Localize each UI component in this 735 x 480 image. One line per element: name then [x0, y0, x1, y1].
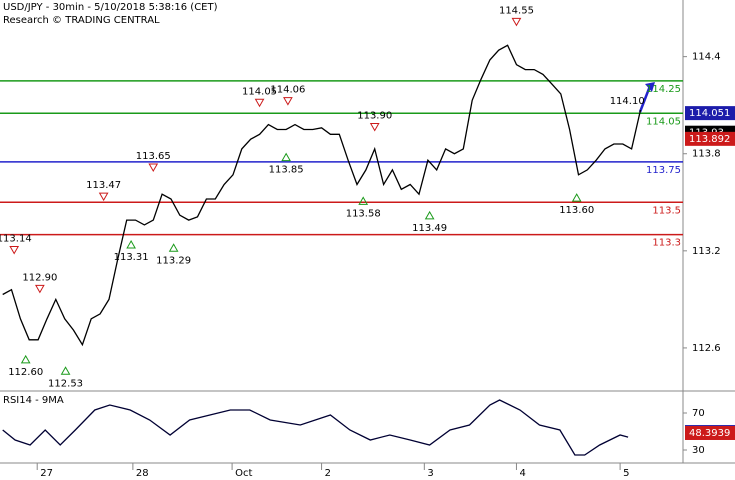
high-label: 113.90 — [357, 111, 392, 122]
high-marker — [98, 192, 109, 202]
price-box-label: 114.051 — [689, 108, 730, 119]
low-label: 113.85 — [269, 165, 304, 176]
low-marker — [424, 210, 435, 220]
y-tick-label: 70 — [692, 408, 705, 419]
high-label: 113.14 — [0, 234, 32, 245]
level-label: 113.75 — [646, 165, 681, 176]
low-label: 112.60 — [8, 367, 43, 378]
level-label: 113.5 — [652, 205, 681, 216]
rsi-title: RSI14 - 9MA — [3, 395, 64, 406]
title: USD/JPY - 30min - 5/10/2018 5:38:16 (CET… — [3, 2, 218, 13]
high-marker — [148, 163, 159, 173]
level-label: 113.3 — [652, 238, 681, 249]
x-tick-label: 3 — [427, 468, 433, 479]
level-label: 114.05 — [646, 116, 681, 127]
low-marker — [20, 354, 31, 364]
high-label: 113.65 — [136, 151, 171, 162]
annotation: 114.10 — [610, 96, 645, 107]
low-marker — [126, 240, 136, 249]
low-marker — [571, 193, 582, 202]
low-marker — [60, 366, 71, 375]
subtitle: Research © TRADING CENTRAL — [3, 15, 160, 26]
price-box — [685, 425, 735, 440]
low-label: 113.58 — [346, 208, 381, 219]
high-label: 113.47 — [86, 180, 121, 191]
high-marker — [254, 98, 265, 108]
low-label: 113.31 — [114, 252, 149, 263]
forecast-arrow — [638, 85, 652, 113]
x-tick-label: 4 — [519, 468, 525, 479]
low-label: 112.53 — [48, 378, 83, 389]
high-marker — [511, 17, 522, 27]
price-box-label: 113.892 — [689, 134, 730, 145]
high-label: 114.06 — [270, 85, 305, 96]
x-tick-label: Oct — [235, 468, 252, 479]
low-marker — [358, 196, 369, 205]
price-box-label: 48.3939 — [689, 428, 730, 439]
low-marker — [281, 152, 291, 162]
high-label: 114.55 — [499, 5, 534, 16]
low-label: 113.49 — [412, 223, 447, 234]
y-tick-label: 113.8 — [692, 149, 721, 160]
low-label: 113.60 — [559, 205, 594, 216]
x-tick-label: 5 — [623, 468, 629, 479]
x-tick-label: 27 — [40, 468, 53, 479]
low-marker — [168, 243, 179, 252]
high-label: 114.05 — [242, 86, 277, 97]
x-tick-label: 2 — [325, 468, 331, 479]
y-tick-label: 114.4 — [692, 52, 721, 63]
x-tick-label: 28 — [136, 468, 149, 479]
level-label: 114.25 — [646, 84, 681, 95]
high-marker — [283, 97, 293, 106]
y-tick-label: 112.6 — [692, 343, 721, 354]
high-marker — [35, 284, 45, 294]
high-marker — [9, 246, 20, 255]
price-box — [685, 106, 735, 121]
y-tick-label: 113.2 — [692, 246, 721, 257]
high-marker — [369, 123, 380, 132]
price-line — [2, 44, 642, 347]
y-tick-label: 30 — [692, 445, 705, 456]
low-label: 113.29 — [156, 255, 191, 266]
price-line — [2, 399, 629, 456]
price-box — [685, 131, 735, 146]
high-label: 112.90 — [22, 272, 57, 283]
forecast-arrow-head — [645, 82, 655, 92]
